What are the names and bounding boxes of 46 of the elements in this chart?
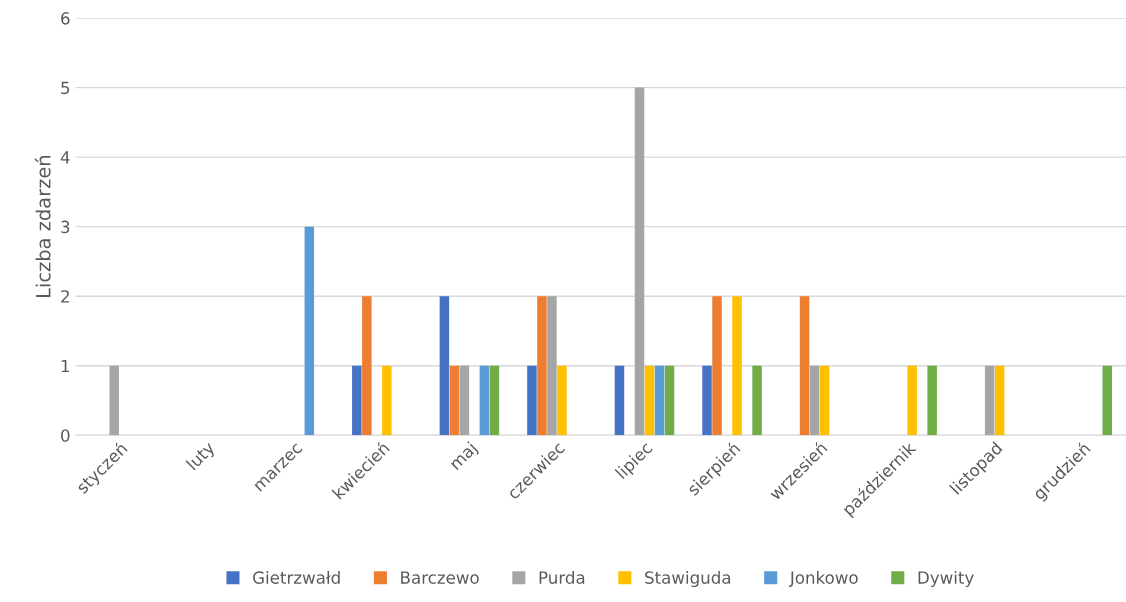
bar — [799, 296, 810, 436]
y-tick-label: 2 — [61, 290, 69, 303]
bar — [459, 365, 470, 436]
bar — [644, 365, 655, 436]
bar — [984, 365, 995, 436]
legend-label: Purda — [539, 570, 585, 584]
bar — [702, 365, 712, 436]
legend-label: Stawiguda — [645, 570, 731, 588]
bar — [109, 365, 119, 436]
bar — [712, 296, 722, 436]
bar — [1102, 365, 1112, 436]
bar — [927, 365, 937, 436]
bar — [352, 365, 362, 436]
bar — [654, 365, 665, 436]
bar — [489, 365, 500, 436]
bar — [382, 365, 392, 436]
bar — [614, 365, 625, 436]
bar — [449, 365, 460, 436]
legend-label: Jonkowo — [789, 570, 858, 587]
legend-label: Barczewo — [401, 571, 479, 584]
bar — [547, 296, 557, 436]
bar — [634, 87, 645, 436]
y-tick-label: 5 — [61, 81, 70, 95]
bar — [732, 296, 742, 436]
bar — [439, 296, 450, 436]
bar — [994, 365, 1005, 436]
bar — [537, 296, 547, 436]
bar — [557, 365, 567, 436]
bar — [527, 365, 537, 436]
legend-label: Gietrzwałd — [253, 570, 340, 584]
y-tick-label: 1 — [61, 359, 70, 373]
y-tick-label: 0 — [61, 429, 70, 442]
bar — [809, 365, 820, 436]
bar — [362, 296, 372, 436]
bar — [907, 365, 917, 436]
bar — [752, 365, 762, 436]
x-tick-label: luty — [185, 440, 218, 473]
bar — [304, 226, 315, 436]
y-tick-label: 4 — [60, 151, 70, 164]
y-axis-title: Liczba zdarzeń — [34, 156, 51, 298]
y-tick-label: 6 — [61, 12, 70, 25]
bar — [479, 365, 490, 436]
bar — [819, 365, 830, 436]
y-tick-label: 3 — [61, 220, 70, 234]
legend-label: Dywity — [918, 570, 974, 588]
bar — [664, 365, 675, 436]
